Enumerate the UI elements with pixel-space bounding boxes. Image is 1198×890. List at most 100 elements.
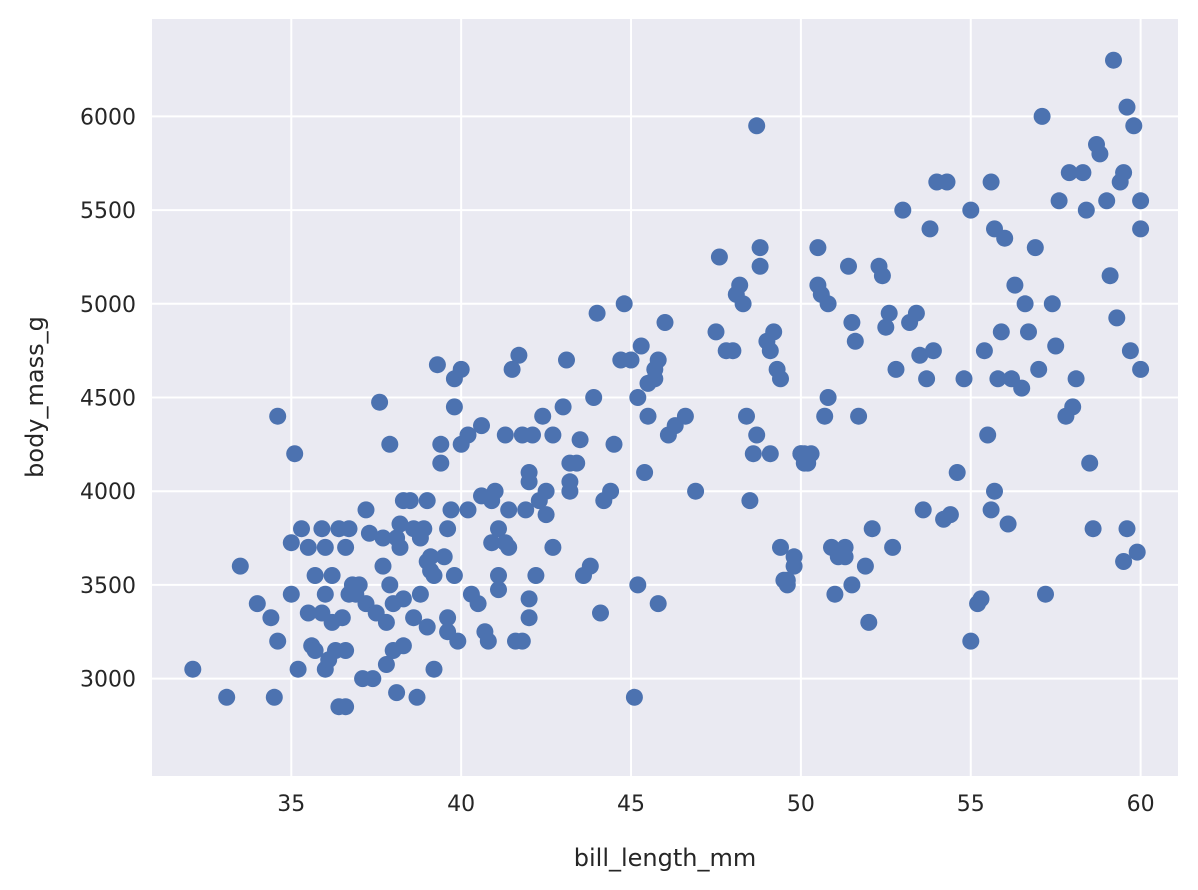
data-point [544,538,562,556]
data-point [772,538,789,556]
data-point [371,393,389,411]
data-point [306,567,324,584]
data-point [1030,360,1048,378]
data-point [802,445,820,463]
data-point [751,239,769,257]
data-point [520,609,538,627]
data-point [1074,164,1092,182]
data-point [520,590,538,608]
data-point [340,520,358,538]
data-point [445,398,463,416]
data-point [1020,323,1037,341]
data-point [948,464,966,481]
data-point [911,346,929,364]
data-point [649,351,667,369]
data-point [1132,192,1150,210]
data-point [1050,192,1068,210]
data-point [561,482,579,500]
data-point [588,304,606,322]
data-point [1125,117,1143,135]
data-point [299,604,317,622]
data-point [761,445,779,463]
data-point [989,370,1007,388]
data-point [1115,553,1133,570]
data-point [738,407,755,425]
data-point [394,637,412,655]
data-point [676,407,694,425]
data-point [649,595,667,613]
data-point [490,581,507,599]
data-point [449,632,467,650]
data-point [979,426,997,444]
data-point [843,576,861,594]
data-point [880,304,898,322]
data-point [785,557,803,575]
x-tick-label: 35 [277,792,305,817]
data-point [999,515,1017,533]
data-point [571,431,589,449]
data-point [432,454,450,472]
data-point [850,407,868,425]
data-point [218,688,236,706]
data-point [938,173,956,191]
data-point [299,538,317,556]
data-point [1016,295,1034,313]
y-tick-label: 6000 [80,105,136,130]
data-point [724,342,742,360]
data-point [924,342,942,360]
data-point [629,389,647,406]
data-point [982,173,1000,191]
data-point [442,501,460,519]
data-point [425,567,443,584]
data-point [748,117,766,135]
data-point [1060,164,1078,182]
data-point [1098,192,1116,210]
data-point [1105,51,1122,69]
data-point [1101,267,1119,285]
data-point [707,323,725,341]
x-tick-label: 45 [617,792,645,817]
data-point [323,567,341,584]
data-point [884,538,902,556]
data-point [1115,164,1133,182]
data-point [843,314,861,331]
data-point [422,548,440,566]
data-point [544,426,562,444]
data-point [333,609,351,627]
data-point [1077,201,1095,219]
data-point [500,538,518,556]
data-point [1006,276,1024,294]
data-point [744,445,762,463]
data-point [435,548,453,566]
data-point [751,257,769,275]
data-point [350,576,368,594]
data-point [907,304,925,322]
data-point [374,529,392,547]
data-point [513,632,531,650]
data-point [503,360,521,378]
y-tick-label: 5500 [80,199,136,224]
data-point [840,257,857,275]
data-point [568,454,586,472]
data-point [524,426,541,444]
data-point [391,515,409,533]
data-point [459,501,477,519]
y-tick-label: 4000 [80,480,136,505]
data-point [337,698,355,716]
data-point [1121,342,1139,360]
data-point [894,201,912,219]
data-point [710,248,728,266]
data-point [483,534,501,552]
data-point [622,351,640,369]
y-tick-label: 5000 [80,293,136,318]
data-point [809,239,827,257]
data-point [415,520,433,538]
data-point [605,435,623,453]
data-point [856,557,874,575]
data-point [313,520,331,538]
data-point [388,684,406,702]
data-point [469,595,487,613]
data-point [765,323,783,341]
data-point [1091,145,1109,163]
data-point [748,426,766,444]
